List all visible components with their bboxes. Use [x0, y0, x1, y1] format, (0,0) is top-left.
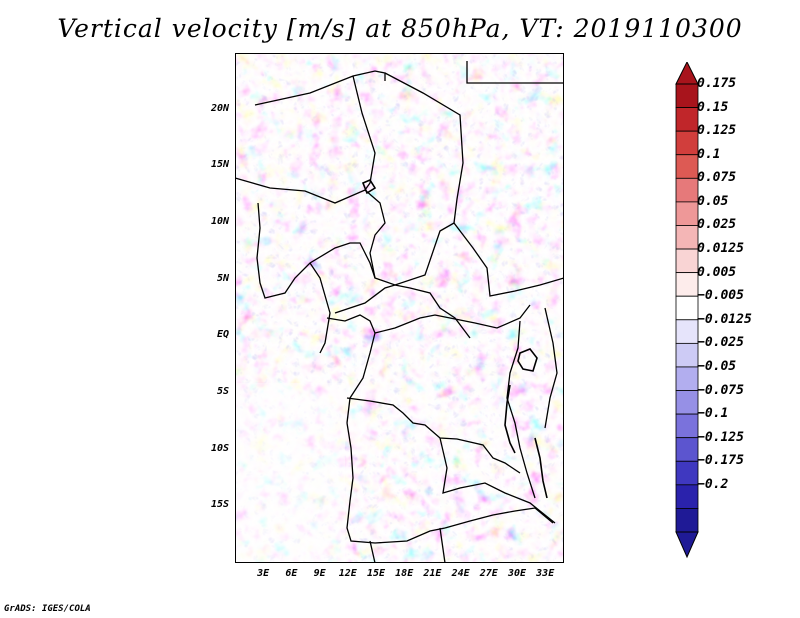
lat-label-10n: 10N: [210, 216, 229, 227]
map-panel: [235, 53, 564, 563]
colorbar-box: [675, 83, 699, 108]
colorbar-label: 0.0125: [697, 241, 744, 257]
colorbar-label: −0.025: [697, 335, 744, 351]
lat-label-5n: 5N: [216, 272, 229, 284]
colorbar-label: −0.075: [697, 382, 744, 398]
lon-label-15e: 15E: [366, 568, 386, 579]
colorbar-label: 0.025: [697, 217, 737, 233]
lon-label-3e: 3E: [257, 568, 270, 579]
colorbar-label: −0.05: [697, 358, 737, 374]
colorbar-box: [675, 508, 699, 533]
north-border-3: [384, 72, 464, 224]
lakes: [361, 178, 548, 499]
colorbar-label: 0.1: [697, 146, 721, 162]
colorbar-box: [675, 460, 699, 486]
colorbar-label: 0.05: [697, 193, 729, 209]
lon-label-9e: 9E: [313, 568, 326, 579]
east-coast-border: [544, 307, 558, 429]
colorbar-box: [675, 177, 699, 203]
lon-label-21e: 21E: [423, 568, 442, 579]
grads-footer: GrADS: IGES/COLA: [4, 604, 91, 614]
lake-chad: [361, 178, 377, 195]
lon-label-12e: 12E: [338, 568, 357, 579]
colorbar-box: [675, 342, 699, 368]
lon-label-33e: 33E: [536, 568, 555, 579]
lon-label-6e: 6E: [285, 568, 298, 579]
colorbar-label: −0.2: [697, 476, 729, 492]
colorbar: [675, 62, 699, 559]
southern-border: [444, 507, 554, 529]
colorbar-box: [675, 413, 699, 439]
colorbar-label: 0.005: [697, 264, 737, 280]
vertical-velocity-map: [235, 53, 564, 563]
colorbar-box: [675, 484, 699, 509]
colorbar-bottom-arrow: [675, 531, 699, 559]
lake-victoria: [517, 348, 538, 372]
drc-border: [374, 304, 531, 334]
colorbar-box: [675, 272, 699, 297]
colorbar-label: 0.125: [697, 123, 737, 139]
lat-label-15n: 15N: [210, 159, 229, 171]
lon-label-30e: 30E: [507, 568, 527, 579]
lon-label-24e: 24E: [451, 568, 470, 579]
colorbar-box: [675, 107, 699, 132]
north-border-1: [254, 70, 386, 106]
colorbar-label: −0.125: [697, 429, 744, 445]
colorbar-label: 0.15: [697, 99, 729, 115]
lat-label-20n: 20N: [210, 102, 229, 114]
colorbar-box: [675, 437, 699, 462]
lake-malawi: [534, 437, 548, 499]
colorbar-label: 0.175: [697, 76, 737, 91]
map-frame: [235, 53, 564, 563]
map-title: Vertical velocity [m/s] at 850hPa, VT: 2…: [57, 14, 743, 43]
colorbar-boxes: [675, 83, 699, 533]
colorbar-box: [675, 201, 699, 226]
colorbar-label: −0.0125: [697, 311, 752, 327]
colorbar-box: [675, 130, 699, 156]
drc-east-border: [506, 320, 536, 499]
colorbar-box: [675, 225, 699, 250]
colorbar-box: [675, 366, 699, 391]
lat-label-15s: 15S: [210, 499, 229, 511]
colorbar-label: −0.1: [697, 406, 729, 422]
velocity-field-detail: [235, 53, 564, 563]
lon-label-18e: 18E: [395, 568, 414, 579]
colorbar-box: [675, 248, 699, 274]
lat-label-5s: 5S: [216, 386, 229, 397]
colorbar-top-arrow: [675, 62, 699, 85]
north-border-4: [466, 61, 564, 84]
zambia-border: [439, 437, 556, 524]
nigeria-border: [256, 202, 376, 299]
namibia-border: [369, 540, 376, 563]
colorbar-label: −0.175: [697, 453, 744, 469]
southwest-ocean-calm-area: [235, 383, 345, 563]
lat-label-eq: EQ: [216, 329, 229, 341]
cameroon-border: [309, 262, 331, 354]
colorbar-label: 0.075: [697, 170, 737, 186]
sahel-border: [235, 177, 564, 297]
botswana-border: [439, 527, 446, 563]
lake-tanganyika: [504, 384, 516, 454]
north-border-2: [352, 75, 376, 191]
angola-border: [346, 422, 446, 544]
lon-label-27e: 27E: [479, 568, 498, 579]
colorbar-box: [675, 295, 699, 321]
lat-label-10s: 10S: [210, 442, 229, 454]
colorbar-box: [675, 154, 699, 179]
colorbar-box: [675, 319, 699, 344]
angola-north-border: [346, 397, 521, 474]
colorbar-label: −0.005: [697, 288, 744, 304]
car-border: [334, 284, 471, 339]
country-borders: [235, 61, 564, 563]
colorbar-box: [675, 390, 699, 415]
